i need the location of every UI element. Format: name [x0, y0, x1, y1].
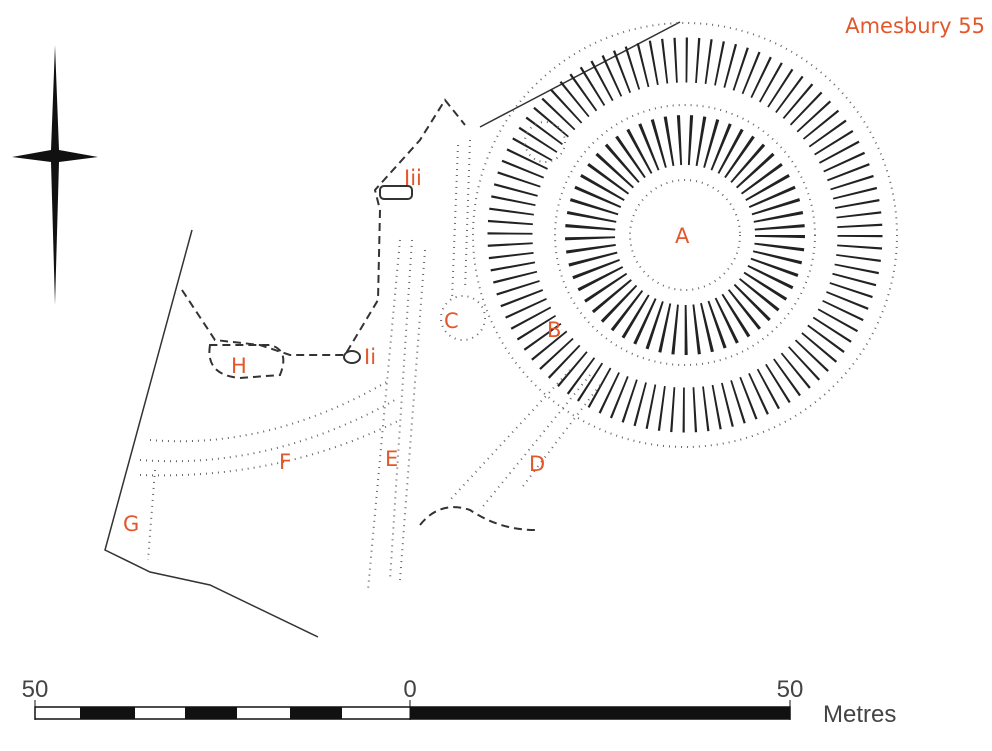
feature-label: Ii: [364, 345, 376, 369]
feature-label: Iii: [404, 166, 422, 190]
map: Amesbury 55 A B C D E F G H Ii Iii 50 0 …: [0, 0, 992, 751]
feature-label: A: [675, 224, 690, 248]
map-title: Amesbury 55: [845, 14, 985, 38]
feature-label: F: [279, 450, 291, 474]
scale-bar: [35, 700, 790, 720]
scale-label: 0: [403, 676, 416, 703]
feature-label: C: [444, 309, 459, 333]
feature-label: D: [529, 452, 545, 476]
scale-label: 50: [22, 676, 49, 703]
earthworks: [105, 22, 897, 637]
feature-label: H: [231, 354, 247, 378]
scale-label: 50: [777, 676, 804, 703]
scale-unit: Metres: [823, 701, 896, 728]
north-arrow: [12, 45, 98, 305]
feature-label: G: [123, 512, 139, 536]
feature-label: E: [385, 447, 398, 471]
feature-label: B: [547, 318, 561, 342]
